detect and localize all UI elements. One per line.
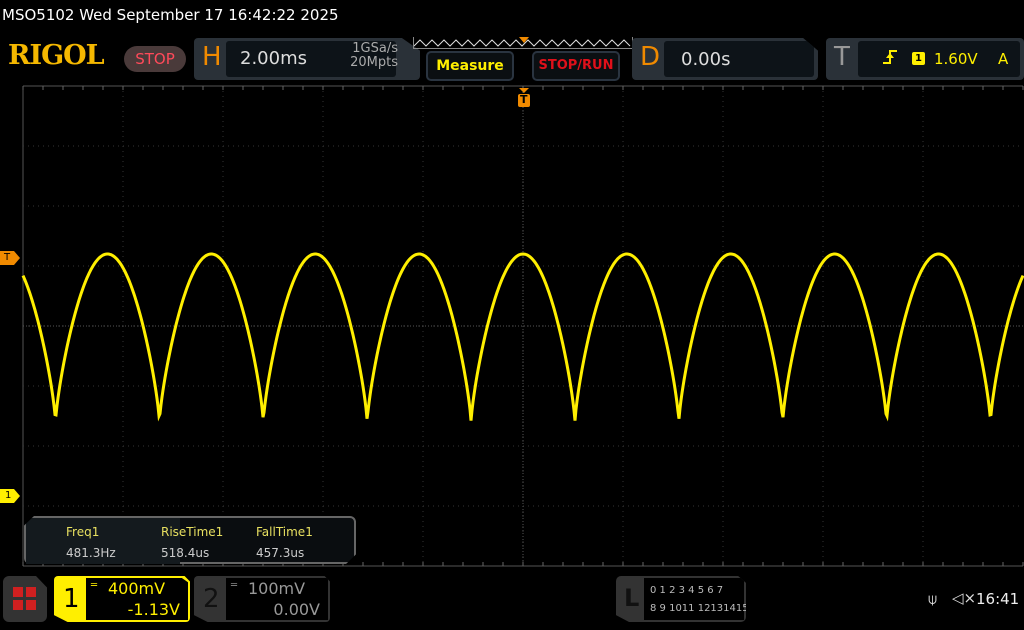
measurement-panel: Freq1 481.3Hz RiseTime1 518.4us FallTime… — [24, 516, 356, 564]
menu-grid-icon — [13, 587, 36, 610]
trigger-mode: A — [998, 50, 1009, 68]
horizontal-label: H — [202, 42, 222, 72]
logic-bits-row1: 0 1 2 3 4 5 6 7 — [650, 585, 724, 596]
ch1-ground-marker[interactable]: 1 — [0, 489, 20, 503]
memory-waveform — [414, 39, 631, 47]
measurement-name: Freq1 — [66, 525, 100, 539]
rising-edge-icon — [882, 48, 898, 70]
main-menu-button[interactable] — [3, 576, 47, 622]
delay-panel[interactable]: D — [632, 38, 818, 80]
channel-scale: 100mV — [248, 579, 306, 598]
logic-label: L — [624, 584, 640, 612]
memory-depth: 20Mpts — [350, 55, 398, 70]
usb-icon: ⍦ — [928, 590, 938, 608]
channel-offset: -1.13V — [127, 600, 180, 619]
trigger-panel[interactable]: T — [826, 38, 1024, 80]
sample-rate: 1GSa/s — [352, 41, 398, 56]
channel-offset: 0.00V — [273, 600, 320, 619]
dc-coupling-icon: ═ — [91, 580, 98, 591]
trigger-marker-label: T — [520, 93, 528, 106]
ch1-waveform — [21, 252, 1024, 422]
delay-value: 0.00s — [681, 49, 731, 70]
trigger-label: T — [834, 42, 850, 72]
stop-run-button[interactable]: STOP/RUN — [532, 51, 620, 81]
measure-button[interactable]: Measure — [426, 51, 514, 81]
speaker-muted-icon[interactable]: ◁× — [952, 589, 977, 607]
trigger-source-badge: 1 — [912, 52, 925, 65]
channel-number: 2 — [203, 584, 220, 614]
measurement-name: FallTime1 — [256, 525, 313, 539]
channel-2-panel[interactable]: 2 ═ 100mV 0.00V — [194, 576, 330, 622]
timebase-value: 2.00ms — [240, 48, 307, 69]
trigger-position-icon — [519, 37, 529, 43]
channel-scale: 400mV — [108, 579, 166, 598]
trigger-level-marker[interactable]: T — [0, 251, 20, 265]
logic-bits-row2: 8 9 1011 12131415 — [650, 603, 749, 614]
measurement-value: 518.4us — [161, 546, 210, 560]
horizontal-panel[interactable]: H 2.00ms — [194, 38, 420, 80]
trigger-level: 1.60V — [934, 50, 978, 68]
trigger-position-marker[interactable]: T — [518, 88, 530, 108]
run-state-badge[interactable]: STOP — [124, 46, 186, 72]
channel-number: 1 — [63, 584, 80, 614]
window-title: MSO5102 Wed September 17 16:42:22 2025 — [2, 6, 339, 24]
measurement-name: RiseTime1 — [161, 525, 224, 539]
delay-label: D — [640, 42, 661, 72]
graticule — [22, 85, 1024, 567]
dc-coupling-icon: ═ — [231, 580, 238, 591]
rigol-logo: RIGOL — [8, 40, 105, 71]
system-clock: 16:41 — [976, 590, 1020, 608]
acquisition-info: 1GSa/s 20Mpts — [322, 42, 398, 70]
measurement-value: 457.3us — [256, 546, 305, 560]
logic-analyzer-panel[interactable]: L 0 1 2 3 4 5 6 7 8 9 1011 12131415 — [616, 576, 746, 622]
channel-1-panel[interactable]: 1 ═ 400mV -1.13V — [54, 576, 190, 622]
measurement-value: 481.3Hz — [66, 546, 116, 560]
